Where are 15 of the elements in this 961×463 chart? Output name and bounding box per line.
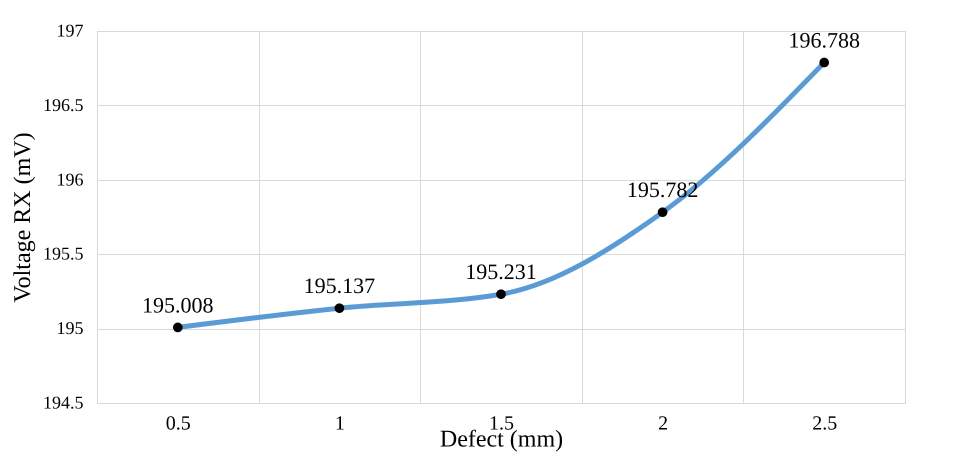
y-tick-label: 197 xyxy=(56,20,84,40)
y-tick-label: 196.5 xyxy=(43,94,84,115)
y-tick-label: 195.5 xyxy=(43,244,84,264)
data-label: 195.137 xyxy=(304,273,376,298)
y-tick-label: 195 xyxy=(56,318,84,338)
x-tick-label: 2 xyxy=(658,412,668,434)
x-tick-label: 2.5 xyxy=(812,412,838,434)
y-tick-label: 196 xyxy=(56,169,84,190)
x-tick-label: 0.5 xyxy=(166,412,191,434)
y-tick-label: 194.5 xyxy=(43,392,84,412)
data-label: 196.788 xyxy=(788,28,860,53)
x-tick-label: 1 xyxy=(334,412,345,434)
data-label: 195.231 xyxy=(465,259,537,284)
data-label: 195.008 xyxy=(142,292,214,318)
y-axis-title: Voltage RX (mV) xyxy=(10,132,36,303)
